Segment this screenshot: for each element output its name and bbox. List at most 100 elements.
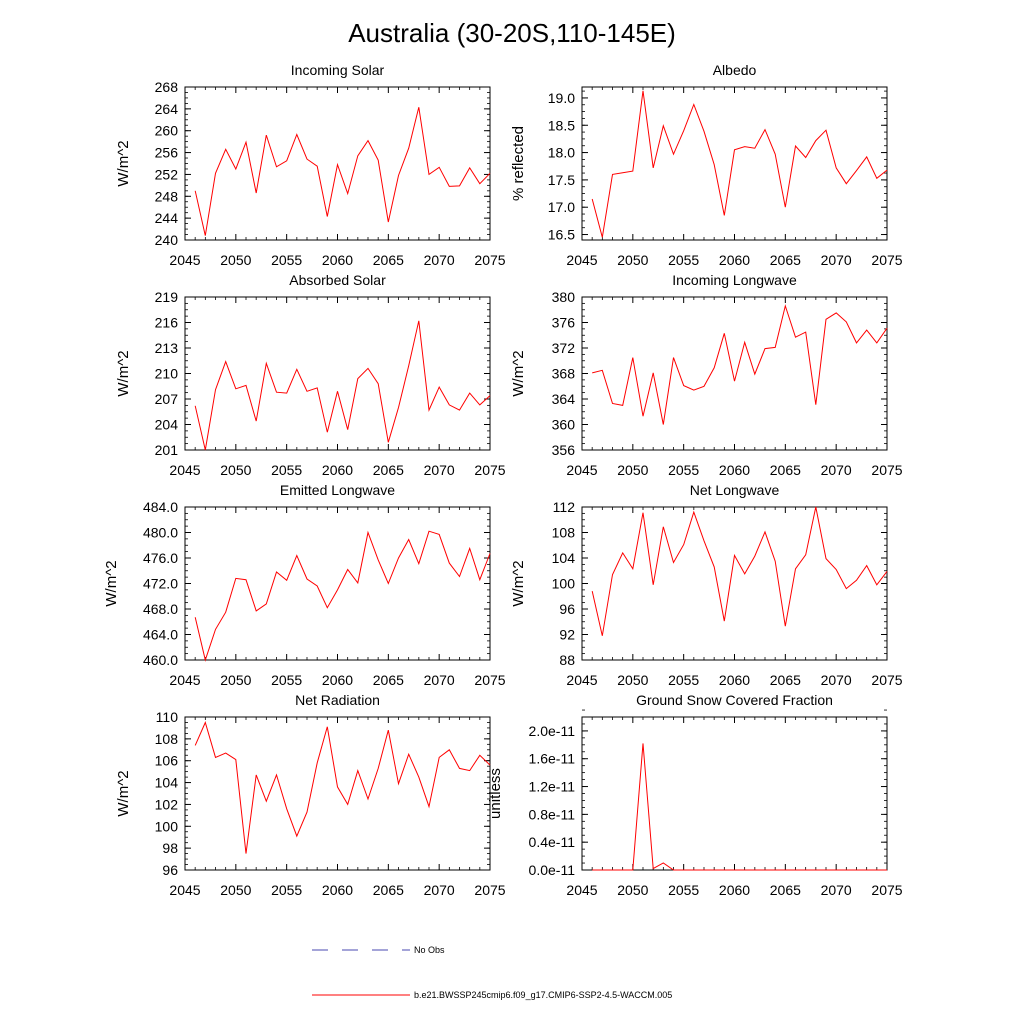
- x-tick-label: 2050: [220, 882, 251, 898]
- x-tick-label: 2075: [474, 462, 505, 478]
- y-tick-label: 104: [552, 550, 576, 566]
- y-axis-label: W/m^2: [510, 560, 527, 606]
- y-tick-label: 96: [162, 862, 178, 878]
- y-tick-label: 264: [155, 101, 179, 117]
- panel-6: 2045 2050 2055 2060 2065 2070 2075 96 98 100 102 10…: [115, 692, 506, 898]
- x-tick-label: 2055: [271, 462, 302, 478]
- y-tick-label: 0.0e-11: [529, 862, 576, 878]
- legend-label-model: b.e21.BWSSP245cmip6.f09_g17.CMIP6-SSP2-4…: [414, 990, 672, 1000]
- plot-frame: [184, 716, 491, 871]
- x-tick-label: 2045: [566, 672, 597, 688]
- y-tick-label: 112: [553, 499, 576, 515]
- x-tick-label: 2055: [668, 882, 699, 898]
- plot-frame: [581, 506, 888, 661]
- y-tick-label: 2.0e-11: [529, 723, 576, 739]
- panel-3: 2045 2050 2055 2060 2065 2070 2075 356 360 364 368…: [510, 272, 903, 478]
- y-tick-label: 1.6e-11: [529, 751, 576, 767]
- y-tick-label: 1.2e-11: [529, 779, 576, 795]
- series-line: [591, 90, 888, 238]
- x-tick-label: 2050: [617, 882, 648, 898]
- panel-title: Ground Snow Covered Fraction: [636, 692, 833, 708]
- panel-title: Incoming Longwave: [672, 272, 797, 288]
- x-tick-label: 2055: [668, 462, 699, 478]
- x-tick-label: 2055: [271, 252, 302, 268]
- y-tick-label: 207: [155, 391, 179, 407]
- series-line: [591, 506, 888, 636]
- y-tick-label: 16.5: [548, 227, 575, 243]
- x-tick-label: 2060: [322, 882, 353, 898]
- panel-1: 2045 2050 2055 2060 2065 2070 2075 16.5 17.0 17.5…: [510, 62, 903, 268]
- y-tick-label: 252: [155, 166, 179, 182]
- series-line: [194, 107, 491, 236]
- x-tick-label: 2045: [169, 252, 200, 268]
- x-tick-label: 2065: [373, 462, 404, 478]
- x-tick-label: 2055: [271, 882, 302, 898]
- x-tick-label: 2055: [271, 672, 302, 688]
- x-tick-label: 2065: [770, 252, 801, 268]
- series-line: [592, 304, 888, 425]
- y-tick-label: 460.0: [143, 652, 178, 668]
- x-tick-label: 2060: [719, 462, 750, 478]
- x-tick-label: 2055: [668, 672, 699, 688]
- y-tick-label: 356: [552, 442, 576, 458]
- x-tick-label: 2060: [322, 672, 353, 688]
- y-tick-label: 464.0: [143, 627, 178, 643]
- y-tick-label: 484.0: [143, 499, 178, 515]
- y-axis-label: W/m^2: [510, 350, 527, 396]
- panel-2: 2045 2050 2055 2060 2065 2070 2075 201 204 207 210…: [115, 272, 506, 478]
- y-tick-label: 244: [155, 210, 179, 226]
- series-line: [194, 320, 491, 451]
- y-tick-label: 240: [155, 232, 179, 248]
- x-tick-label: 2070: [424, 672, 455, 688]
- x-tick-label: 2050: [617, 462, 648, 478]
- y-tick-label: 213: [155, 340, 179, 356]
- y-tick-label: 98: [162, 840, 178, 856]
- x-tick-label: 2060: [719, 252, 750, 268]
- panel-title: Emitted Longwave: [280, 482, 395, 498]
- x-tick-label: 2060: [719, 882, 750, 898]
- y-tick-label: 216: [155, 315, 179, 331]
- x-tick-label: 2075: [871, 882, 902, 898]
- y-axis-label: W/m^2: [115, 140, 132, 186]
- y-axis-label: W/m^2: [115, 770, 132, 816]
- x-tick-label: 2065: [770, 672, 801, 688]
- x-tick-label: 2050: [617, 252, 648, 268]
- y-tick-label: 17.5: [548, 172, 575, 188]
- y-tick-label: 360: [552, 417, 576, 433]
- y-tick-label: 260: [155, 123, 179, 139]
- y-tick-label: 210: [155, 366, 179, 382]
- x-tick-label: 2075: [871, 462, 902, 478]
- y-axis-label: unitless: [487, 768, 504, 819]
- x-tick-label: 2070: [424, 252, 455, 268]
- y-tick-label: 100: [552, 576, 576, 592]
- y-tick-label: 106: [155, 753, 179, 769]
- y-tick-label: 104: [155, 775, 179, 791]
- x-tick-label: 2045: [566, 252, 597, 268]
- y-tick-label: 472.0: [143, 576, 178, 592]
- y-tick-label: 480.0: [143, 525, 178, 541]
- x-tick-label: 2045: [566, 462, 597, 478]
- panel-0: 2045 2050 2055 2060 2065 2070 2075 240 244 248 252…: [115, 62, 506, 268]
- x-tick-label: 2070: [821, 882, 852, 898]
- y-tick-label: 96: [559, 601, 575, 617]
- y-tick-label: 201: [155, 442, 179, 458]
- x-tick-label: 2045: [169, 672, 200, 688]
- y-tick-label: 102: [155, 796, 179, 812]
- x-tick-label: 2060: [322, 252, 353, 268]
- x-tick-label: 2050: [220, 462, 251, 478]
- y-tick-label: 376: [552, 315, 576, 331]
- x-tick-label: 2060: [719, 672, 750, 688]
- y-tick-label: 219: [155, 289, 179, 305]
- y-tick-label: 476.0: [143, 550, 178, 566]
- x-tick-label: 2050: [220, 672, 251, 688]
- series-line: [194, 530, 491, 662]
- y-axis-label: W/m^2: [103, 560, 120, 606]
- panel-title: Albedo: [713, 62, 757, 78]
- panels: 2045 2050 2055 2060 2065 2070 2075 240 244 248 252…: [103, 62, 903, 898]
- panel-title: Net Longwave: [690, 482, 780, 498]
- x-tick-label: 2075: [474, 882, 505, 898]
- y-tick-label: 108: [552, 525, 576, 541]
- x-tick-label: 2070: [821, 462, 852, 478]
- series-line: [592, 743, 887, 871]
